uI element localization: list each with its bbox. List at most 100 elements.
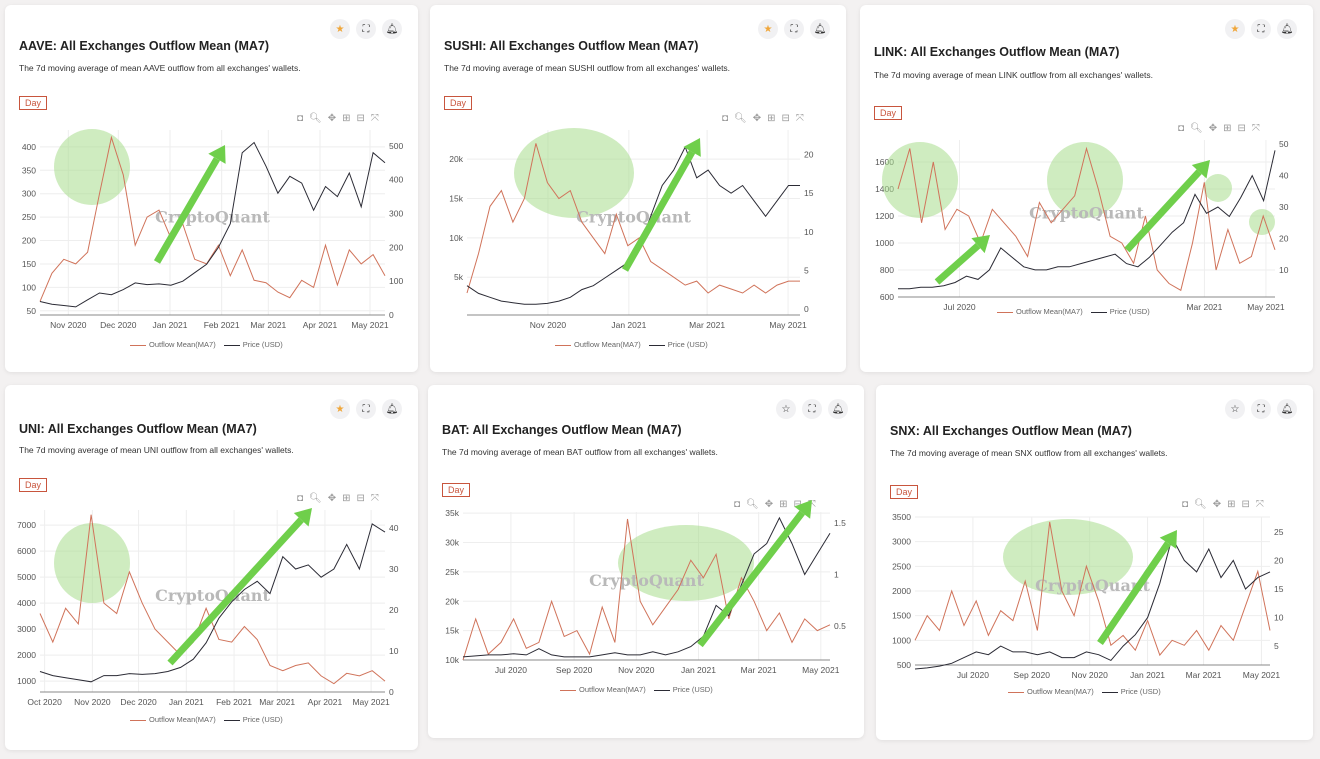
interval-day-button[interactable]: Day bbox=[442, 483, 471, 497]
autoscale-icon[interactable]: ⤧ bbox=[370, 113, 379, 124]
favorite-star-icon[interactable]: ★ bbox=[330, 399, 350, 419]
expand-icon[interactable]: ⛶ bbox=[1251, 19, 1271, 39]
outflow-series-line bbox=[39, 514, 386, 685]
interval-day-button[interactable]: Day bbox=[19, 96, 48, 110]
outflow-series-line bbox=[466, 143, 800, 294]
x-tick-label: Oct 2020 bbox=[27, 697, 62, 707]
camera-icon[interactable]: ◘ bbox=[297, 493, 304, 504]
pan-icon[interactable]: ✥ bbox=[764, 499, 774, 510]
interval-day-button[interactable]: Day bbox=[890, 485, 919, 499]
autoscale-icon[interactable]: ⤧ bbox=[795, 113, 804, 124]
chart-legend: Outflow Mean(MA7) Price (USD) bbox=[1008, 687, 1161, 696]
expand-icon[interactable]: ⛶ bbox=[1251, 399, 1271, 419]
camera-icon[interactable]: ◘ bbox=[297, 113, 304, 124]
interval-day-button[interactable]: Day bbox=[874, 106, 903, 120]
chart-plot[interactable]: Jul 2020 Sep 2020 Nov 2020 Jan 2021 Mar 2021… bbox=[445, 500, 846, 675]
legend-item-outflow[interactable]: Outflow Mean(MA7) bbox=[555, 340, 641, 349]
legend-swatch bbox=[130, 344, 146, 346]
pan-icon[interactable]: ✥ bbox=[1212, 499, 1222, 510]
bell-icon[interactable]: 🔔︎ bbox=[828, 399, 848, 419]
chart-title: SNX: All Exchanges Outflow Mean (MA7) bbox=[890, 424, 1132, 438]
x-tick-label: Mar 2021 bbox=[1186, 302, 1222, 312]
zoom-in-icon[interactable]: ⊞ bbox=[342, 113, 351, 124]
chart-card-snx: ☆ ⛶ 🔔︎ SNX: All Exchanges Outflow Mean (MA7… bbox=[876, 385, 1313, 740]
interval-day-button[interactable]: Day bbox=[19, 478, 48, 492]
favorite-star-icon[interactable]: ★ bbox=[330, 19, 350, 39]
chart-plot[interactable]: Oct 2020 Nov 2020 Dec 2020 Jan 2021 Feb 2021… bbox=[17, 508, 399, 707]
zoom-in-icon[interactable]: ⊞ bbox=[1227, 499, 1236, 510]
favorite-star-icon[interactable]: ★ bbox=[1225, 19, 1245, 39]
autoscale-icon[interactable]: ⤧ bbox=[370, 493, 379, 504]
chart-plot[interactable]: Nov 2020 Jan 2021 Mar 2021 May 2021 5k 10k 15k… bbox=[449, 128, 814, 330]
zoom-out-icon[interactable]: ⊟ bbox=[356, 493, 365, 504]
autoscale-icon[interactable]: ⤧ bbox=[1251, 123, 1260, 134]
legend-item-price[interactable]: Price (USD) bbox=[1101, 687, 1161, 696]
camera-icon[interactable]: ◘ bbox=[734, 499, 741, 510]
outflow-series-line bbox=[39, 135, 386, 302]
chart-plot[interactable]: Jul 2020 Sep 2020 Nov 2020 Jan 2021 Mar 2021… bbox=[892, 512, 1284, 680]
zoom-in-icon[interactable]: ⊞ bbox=[767, 113, 776, 124]
expand-icon[interactable]: ⛶ bbox=[356, 399, 376, 419]
x-tick-label: May 2021 bbox=[802, 665, 840, 675]
legend-item-outflow[interactable]: Outflow Mean(MA7) bbox=[130, 340, 216, 349]
zoom-icon[interactable]: 🔍︎ bbox=[1190, 123, 1203, 134]
zoom-icon[interactable]: 🔍︎ bbox=[309, 493, 322, 504]
legend-item-outflow[interactable]: Outflow Mean(MA7) bbox=[130, 715, 216, 724]
highlight-ellipse bbox=[54, 523, 130, 603]
legend-item-outflow[interactable]: Outflow Mean(MA7) bbox=[1008, 687, 1094, 696]
zoom-icon[interactable]: 🔍︎ bbox=[734, 113, 747, 124]
bell-icon[interactable]: 🔔︎ bbox=[1277, 19, 1297, 39]
zoom-icon[interactable]: 🔍︎ bbox=[309, 113, 322, 124]
pan-icon[interactable]: ✥ bbox=[327, 493, 337, 504]
interval-day-button[interactable]: Day bbox=[444, 96, 473, 110]
camera-icon[interactable]: ◘ bbox=[722, 113, 729, 124]
legend-label: Outflow Mean(MA7) bbox=[1027, 687, 1094, 696]
expand-icon[interactable]: ⛶ bbox=[784, 19, 804, 39]
legend-item-price[interactable]: Price (USD) bbox=[653, 685, 713, 694]
price-series-line bbox=[39, 141, 386, 308]
favorite-star-icon[interactable]: ★ bbox=[758, 19, 778, 39]
autoscale-icon[interactable]: ⤧ bbox=[807, 499, 816, 510]
pan-icon[interactable]: ✥ bbox=[752, 113, 762, 124]
legend-item-price[interactable]: Price (USD) bbox=[648, 340, 708, 349]
legend-item-outflow[interactable]: Outflow Mean(MA7) bbox=[997, 307, 1083, 316]
zoom-icon[interactable]: 🔍︎ bbox=[746, 499, 759, 510]
legend-item-price[interactable]: Price (USD) bbox=[223, 715, 283, 724]
zoom-out-icon[interactable]: ⊟ bbox=[793, 499, 802, 510]
expand-icon[interactable]: ⛶ bbox=[356, 19, 376, 39]
pan-icon[interactable]: ✥ bbox=[327, 113, 337, 124]
legend-item-price[interactable]: Price (USD) bbox=[223, 340, 283, 349]
chart-plot[interactable]: Nov 2020 Dec 2020 Jan 2021 Feb 2021 Mar 2021… bbox=[22, 129, 403, 330]
zoom-out-icon[interactable]: ⊟ bbox=[1241, 499, 1250, 510]
expand-icon[interactable]: ⛶ bbox=[802, 399, 822, 419]
y-right-tick-label: 0.5 bbox=[834, 621, 846, 631]
zoom-out-icon[interactable]: ⊟ bbox=[356, 113, 365, 124]
y-left-tick-label: 20k bbox=[445, 596, 459, 606]
pan-icon[interactable]: ✥ bbox=[1208, 123, 1218, 134]
bell-icon[interactable]: 🔔︎ bbox=[382, 399, 402, 419]
trend-arrow bbox=[1124, 169, 1202, 253]
bell-icon[interactable]: 🔔︎ bbox=[382, 19, 402, 39]
bell-icon[interactable]: 🔔︎ bbox=[1277, 399, 1297, 419]
zoom-out-icon[interactable]: ⊟ bbox=[781, 113, 790, 124]
favorite-star-icon[interactable]: ☆ bbox=[776, 399, 796, 419]
zoom-out-icon[interactable]: ⊟ bbox=[1237, 123, 1246, 134]
watermark: CryptoQuant bbox=[576, 208, 691, 227]
zoom-in-icon[interactable]: ⊞ bbox=[1223, 123, 1232, 134]
y-left-tick-label: 3000 bbox=[17, 624, 36, 634]
camera-icon[interactable]: ◘ bbox=[1182, 499, 1189, 510]
legend-item-price[interactable]: Price (USD) bbox=[1090, 307, 1150, 316]
trend-arrow bbox=[621, 150, 696, 272]
camera-icon[interactable]: ◘ bbox=[1178, 123, 1185, 134]
bell-icon[interactable]: 🔔︎ bbox=[810, 19, 830, 39]
zoom-icon[interactable]: 🔍︎ bbox=[1194, 499, 1207, 510]
zoom-in-icon[interactable]: ⊞ bbox=[342, 493, 351, 504]
legend-item-outflow[interactable]: Outflow Mean(MA7) bbox=[560, 685, 646, 694]
x-tick-label: May 2021 bbox=[352, 697, 390, 707]
autoscale-icon[interactable]: ⤧ bbox=[1255, 499, 1264, 510]
x-tick-label: Mar 2021 bbox=[250, 320, 286, 330]
favorite-star-icon[interactable]: ☆ bbox=[1225, 399, 1245, 419]
y-right-tick-label: 5 bbox=[1274, 641, 1279, 651]
zoom-in-icon[interactable]: ⊞ bbox=[779, 499, 788, 510]
